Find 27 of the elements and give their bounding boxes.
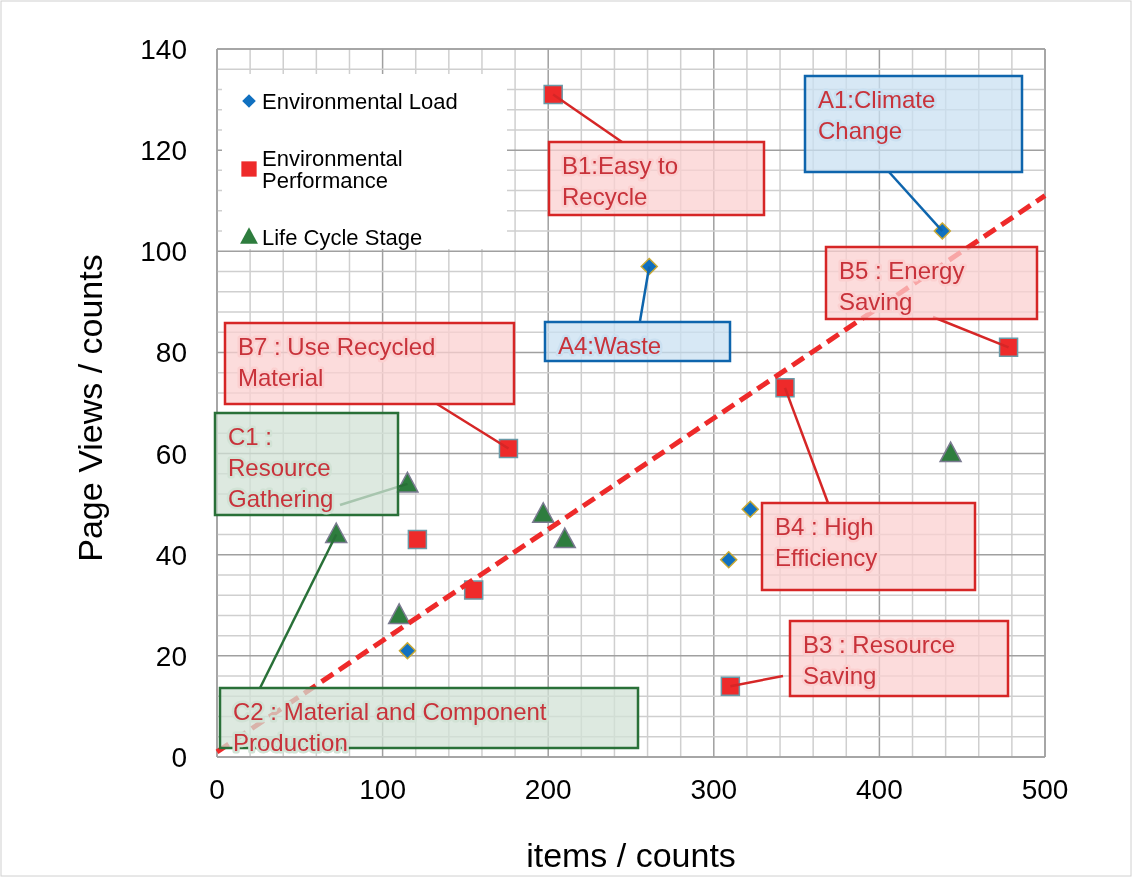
x-tick-label: 500: [1021, 774, 1069, 805]
x-axis-title: items / counts: [526, 836, 736, 874]
annotation: A4:Waste: [558, 332, 662, 359]
y-tick-label: 100: [140, 236, 187, 268]
y-tick-label: 20: [155, 640, 187, 672]
legend-label: Life Cycle Stage: [262, 225, 423, 250]
annotation: B1:Easy to Recycle: [562, 152, 679, 210]
annotation: A1:Climate Change: [818, 86, 936, 144]
y-tick-label: 0: [171, 742, 187, 773]
y-tick-label: 80: [155, 337, 187, 369]
legend-label: Environmental Load: [262, 89, 458, 114]
y-axis-title: Page Views / counts: [71, 254, 109, 562]
legend-label: Environmental Performance: [262, 146, 403, 193]
annotation: B7 : Use Recycled Material: [238, 333, 436, 391]
annotation: B4 : High Efficiency: [775, 513, 878, 571]
y-tick-label: 140: [140, 34, 187, 65]
x-tick-label: 300: [690, 774, 738, 805]
y-tick-label: 120: [140, 135, 187, 167]
x-tick-label: 200: [524, 774, 572, 805]
annotation: C1 : Resource Gathering: [228, 423, 334, 512]
annotation: B5 : Energy Saving: [839, 257, 965, 315]
x-tick-label: 100: [359, 774, 406, 805]
y-tick-label: 40: [155, 539, 187, 571]
x-tick-label: 0: [209, 774, 225, 805]
x-tick-label: 400: [856, 774, 903, 805]
y-tick-label: 60: [155, 438, 187, 470]
annotation: B3 : Resource Saving: [803, 631, 956, 689]
